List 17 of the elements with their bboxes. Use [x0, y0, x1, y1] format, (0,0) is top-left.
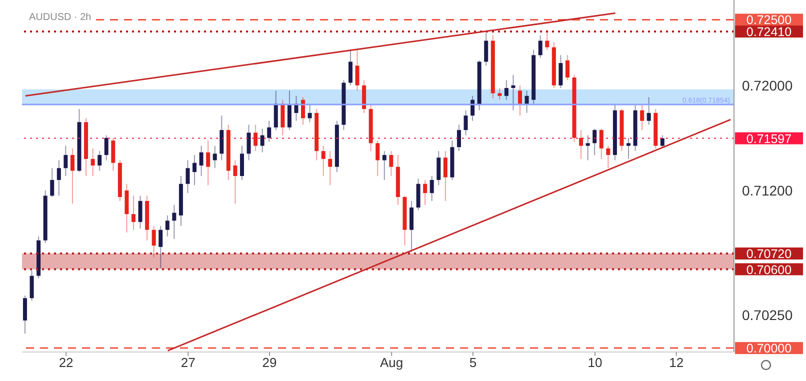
- text: AUDUSD · 2h: [26, 12, 94, 24]
- x-tick-label: 12: [669, 355, 684, 370]
- ref-line-label: 0.70000: [746, 342, 792, 356]
- ref-line-label: 0.70720: [746, 246, 792, 261]
- ref-line-label: 0.72410: [746, 25, 792, 40]
- x-tick-label: 10: [588, 355, 602, 370]
- x-tick-label: 27: [180, 355, 196, 370]
- y-tick-label: 0.70250: [742, 307, 793, 324]
- ref-line-label: 0.71597: [746, 132, 792, 146]
- ref-line-label: 0.70600: [746, 262, 792, 277]
- x-tick-label: 29: [262, 355, 277, 370]
- y-tick-label: 0.72000: [742, 77, 793, 94]
- y-tick-label: 0.71200: [742, 182, 793, 198]
- x-tick-label: Aug: [380, 355, 404, 370]
- ref-line-label: 0.72500: [746, 13, 792, 28]
- x-tick-label: 22: [58, 355, 74, 370]
- x-tick-label: 5: [469, 355, 477, 370]
